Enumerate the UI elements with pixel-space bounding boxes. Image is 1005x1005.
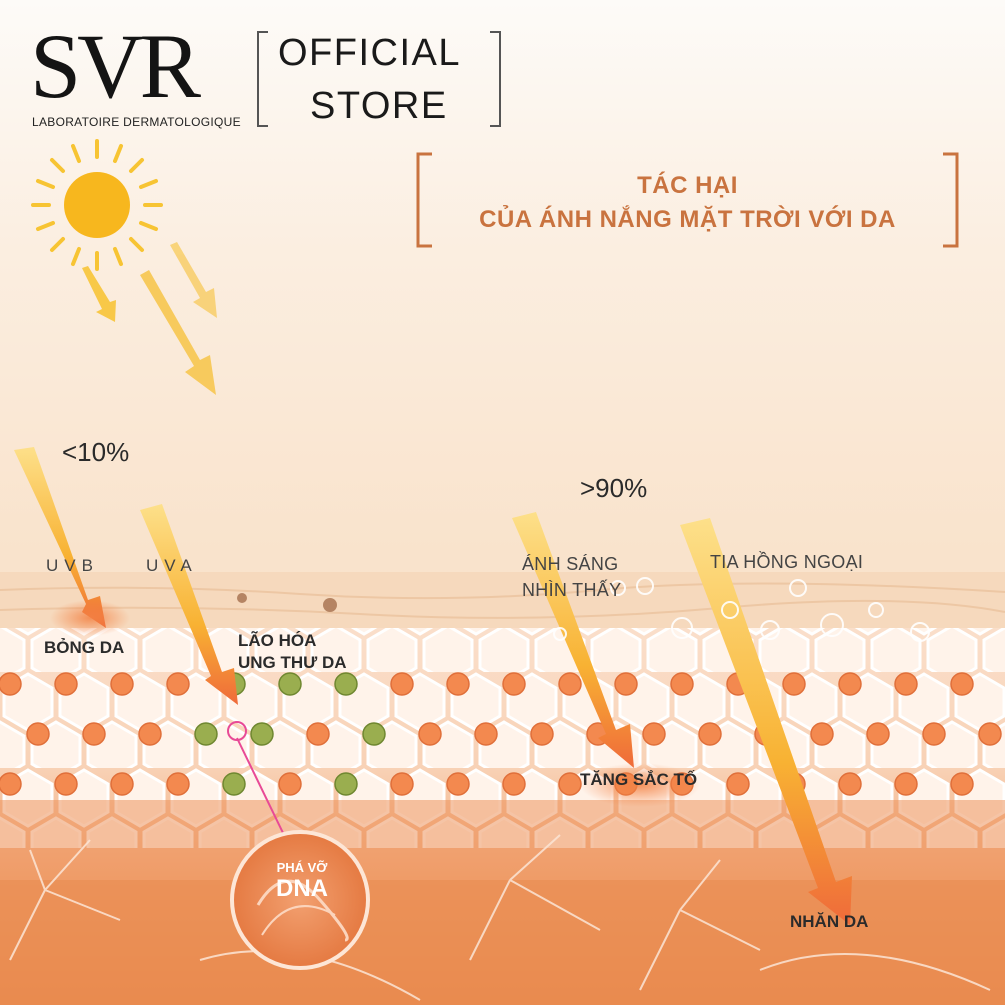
cell-core (446, 672, 470, 696)
effect-pigment: TĂNG SẮC TỐ (580, 770, 698, 789)
effect-wrinkle: NHĂN DA (790, 912, 869, 931)
cell-core (866, 722, 890, 746)
uv-percent: <10% (62, 437, 130, 467)
brand-logo: SVR (30, 15, 201, 117)
cell-core (614, 672, 638, 696)
cell-core (726, 772, 750, 796)
cell-core (390, 672, 414, 696)
cell-core (138, 722, 162, 746)
cell-core (502, 672, 526, 696)
title-brackets (416, 152, 959, 248)
burn-glow (50, 600, 130, 636)
title-line2: CỦA ÁNH NẮNG MẶT TRỜI VỚI DA (479, 206, 896, 233)
cell-core (166, 672, 190, 696)
infrared-label: TIA HỒNG NGOẠI (710, 552, 864, 572)
store-label-line1: OFFICIAL (278, 32, 462, 74)
damaged-cell-core (334, 772, 358, 796)
cell-core (782, 672, 806, 696)
cell-core (278, 772, 302, 796)
visible-light-label-line2: NHÌN THẤY (522, 580, 622, 600)
cell-core (950, 772, 974, 796)
cell-core (698, 722, 722, 746)
cell-core (54, 772, 78, 796)
sun-rays (82, 242, 217, 395)
cell-core (390, 772, 414, 796)
cell-core (446, 772, 470, 796)
cell-core (502, 772, 526, 796)
cell-core (166, 772, 190, 796)
cell-core (558, 772, 582, 796)
uvb-label: UVB (46, 556, 99, 575)
title-line1: TÁC HẠI (637, 172, 738, 199)
cell-core (558, 672, 582, 696)
bubbles (553, 577, 930, 642)
effect-aging-line1: LÃO HÓA (238, 631, 317, 650)
cell-core (54, 672, 78, 696)
cell-core (306, 722, 330, 746)
cell-core (418, 722, 442, 746)
cell-core (82, 722, 106, 746)
cell-core (978, 722, 1002, 746)
cell-core (950, 672, 974, 696)
dna-label-line1: PHÁ VỠ (276, 860, 328, 875)
dna-circle (230, 830, 370, 970)
cell-core (838, 772, 862, 796)
cell-core (670, 672, 694, 696)
visible-light-label-line1: ÁNH SÁNG (522, 554, 619, 574)
cell-core (0, 772, 22, 796)
store-brackets (257, 31, 501, 127)
cell-core (922, 722, 946, 746)
visible-light-arrow (512, 512, 634, 768)
cell-core (530, 722, 554, 746)
visible-ir-percent: >90% (580, 473, 648, 503)
cell-core (474, 722, 498, 746)
damaged-cell-core (250, 722, 274, 746)
damaged-cell-core (362, 722, 386, 746)
uvb-arrow (14, 447, 106, 628)
cell-core (894, 772, 918, 796)
cell-core (642, 722, 666, 746)
infrared-arrow (680, 518, 852, 925)
pigment-glow (580, 763, 700, 807)
uva-label: UVA (146, 556, 198, 575)
sun-icon (31, 139, 163, 271)
cell-core (26, 722, 50, 746)
damaged-cell-core (278, 672, 302, 696)
damaged-cell-core (222, 772, 246, 796)
cell-core (110, 772, 134, 796)
uva-arrow (140, 504, 238, 705)
effect-aging-line2: UNG THƯ DA (238, 653, 347, 672)
cell-core (810, 722, 834, 746)
brand-subtitle: LABORATOIRE DERMATOLOGIQUE (32, 115, 241, 129)
store-label-line2: STORE (310, 85, 448, 127)
damaged-cell-core (334, 672, 358, 696)
cell-core (894, 672, 918, 696)
cell-core (0, 672, 22, 696)
damaged-cell-core (194, 722, 218, 746)
cell-core (838, 672, 862, 696)
effect-burn: BỎNG DA (44, 638, 125, 657)
dna-label-line2: DNA (276, 875, 328, 902)
cell-core (110, 672, 134, 696)
